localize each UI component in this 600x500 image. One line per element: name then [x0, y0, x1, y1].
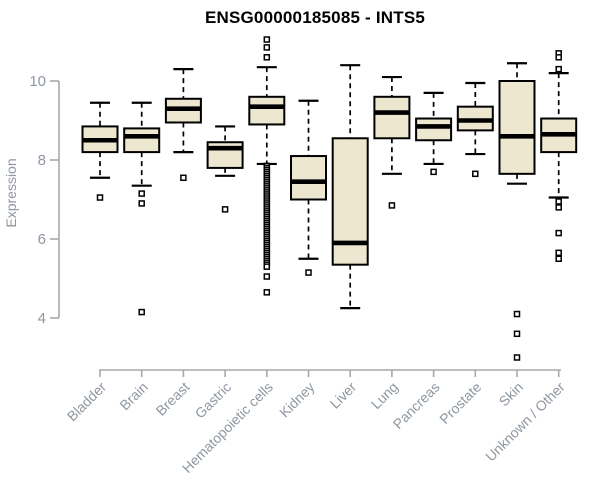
boxplot-unknown-other — [540, 50, 578, 262]
y-tick-label: 4 — [38, 310, 46, 327]
outlier-point — [430, 168, 437, 176]
x-tick-label-skin: Skin — [496, 379, 527, 410]
outlier-point — [472, 170, 479, 178]
x-tick-label-bladder: Bladder — [64, 379, 110, 425]
boxplot-breast — [164, 68, 202, 182]
y-tick-label: 10 — [29, 73, 46, 90]
x-tick-label-kidney: Kidney — [276, 379, 318, 421]
outlier-point — [263, 289, 271, 296]
iqr-box — [248, 95, 286, 126]
outlier-point — [221, 206, 229, 213]
x-tick-label-brain: Brain — [116, 379, 150, 413]
iqr-box — [415, 117, 453, 142]
boxplot-lung — [373, 75, 411, 209]
x-tick-label-lung: Lung — [368, 379, 401, 412]
y-tick-label: 6 — [38, 231, 46, 248]
outlier-point — [555, 65, 562, 73]
outlier-point — [555, 54, 562, 61]
iqr-box — [331, 137, 369, 266]
outlier-point — [180, 174, 187, 182]
boxplot-liver — [331, 64, 369, 310]
x-tick-label-liver: Liver — [327, 379, 360, 412]
outlier-point — [96, 194, 104, 201]
boxplot-bladder — [81, 101, 119, 201]
boxplot-skin — [498, 62, 536, 361]
outlier-point — [555, 204, 562, 211]
outlier-point — [555, 198, 562, 205]
outlier-point — [305, 269, 312, 276]
iqr-box — [498, 80, 536, 175]
outlier-point — [138, 190, 145, 197]
x-tick-label-unknown-other: Unknown / Other — [482, 379, 568, 465]
boxplot-hematopoietic-cells — [248, 36, 286, 296]
outlier-point — [555, 229, 562, 237]
y-axis-title: Expression — [3, 158, 19, 227]
outlier-point — [138, 200, 145, 207]
outlier-point — [388, 202, 396, 209]
outlier-point — [263, 54, 271, 61]
y-tick-label: 8 — [38, 152, 46, 169]
outlier-point — [263, 44, 271, 51]
boxplot-pancreas — [415, 91, 453, 176]
chart-title: ENSG00000185085 - INTS5 — [204, 8, 426, 27]
boxplot-gastric — [206, 125, 244, 213]
boxplot-kidney — [290, 99, 327, 276]
outlier-point — [263, 273, 271, 280]
boxplot-brain — [123, 101, 161, 316]
outlier-point — [513, 330, 521, 338]
iqr-box — [290, 155, 327, 201]
outlier-point — [263, 36, 271, 43]
iqr-box — [373, 95, 411, 140]
x-tick-label-prostate: Prostate — [436, 379, 484, 427]
iqr-box — [123, 127, 161, 154]
outlier-point — [138, 308, 145, 316]
x-tick-label-breast: Breast — [153, 379, 193, 419]
boxplot-prostate — [456, 81, 494, 178]
outlier-point — [555, 249, 562, 257]
outlier-point — [513, 310, 521, 318]
outlier-point — [555, 255, 562, 262]
outlier-point — [263, 263, 271, 270]
outlier-point — [513, 354, 521, 361]
